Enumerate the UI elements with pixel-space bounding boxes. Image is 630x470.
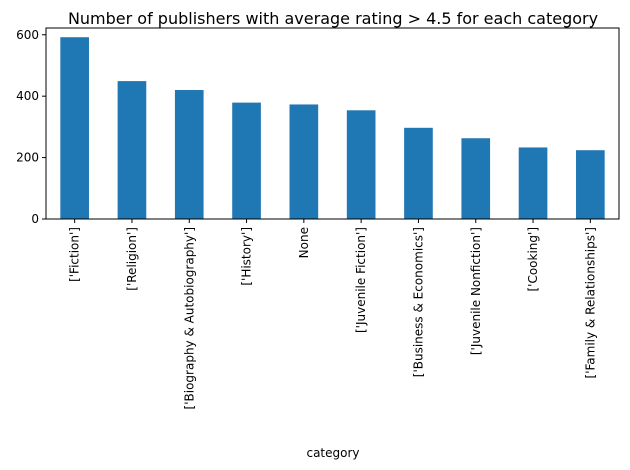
bar	[518, 147, 548, 219]
bar	[461, 138, 491, 219]
bar	[404, 127, 433, 219]
bar	[232, 102, 261, 219]
y-tick-label: 600	[16, 28, 39, 42]
y-axis-ticks: 0 200 400 600	[16, 28, 46, 226]
bar	[174, 90, 204, 219]
x-tick-label: ['History']	[240, 227, 254, 286]
y-tick-label: 200	[16, 151, 39, 165]
x-tick-label: ['Business & Economics']	[411, 227, 425, 377]
x-tick-label: ['Biography & Autobiography']	[182, 227, 196, 409]
bars-group	[60, 37, 605, 220]
x-axis-label: category	[306, 446, 359, 460]
x-tick-label: ['Religion']	[125, 227, 139, 291]
x-tick-label: ['Juvenile Fiction']	[354, 227, 368, 333]
x-axis-ticks: ['Fiction'] ['Religion'] ['Biography & Aut…	[68, 219, 597, 409]
x-tick-label: None	[297, 227, 311, 258]
y-tick-label: 400	[16, 89, 39, 103]
x-tick-label: ['Fiction']	[68, 227, 82, 282]
bar	[576, 150, 605, 219]
bar	[60, 37, 89, 220]
x-tick-label: ['Cooking']	[526, 227, 540, 292]
plot-frame	[45, 27, 620, 220]
bar	[346, 110, 376, 219]
chart-title: Number of publishers with average rating…	[68, 9, 598, 28]
bar	[289, 104, 319, 219]
x-tick-label: ['Family & Relationships']	[583, 227, 597, 378]
x-tick-label: ['Juvenile Nonfiction']	[469, 227, 483, 355]
y-tick-label: 0	[31, 212, 39, 226]
bar	[117, 81, 147, 220]
